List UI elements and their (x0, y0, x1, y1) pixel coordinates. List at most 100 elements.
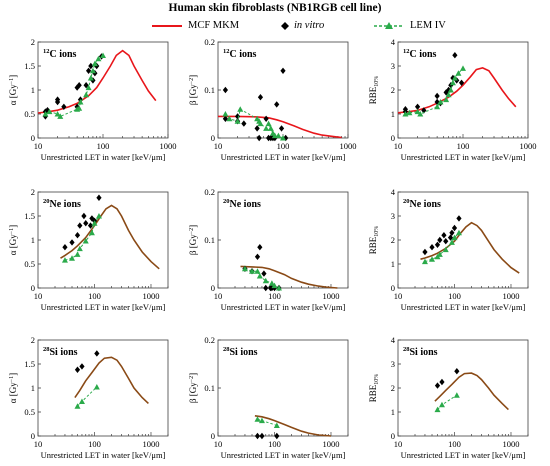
in-vitro-point (87, 222, 94, 229)
in-vitro-point (283, 134, 289, 142)
lem-iv-point (89, 67, 96, 74)
y-tick-label: 0 (211, 431, 215, 441)
x-tick-label: 10 (394, 439, 403, 449)
y-tick-label: 0 (31, 133, 35, 143)
lem-iv-point (436, 251, 443, 257)
in-vitro-point (263, 284, 269, 292)
lem-iv-point (271, 282, 278, 289)
x-axis-label: Unrestricted LET in water [keV/μm] (41, 152, 166, 162)
y-tick-label: 0 (31, 431, 35, 441)
y-tick-label: 1 (31, 383, 35, 393)
lem-iv-point (442, 246, 449, 253)
y-tick-label: 1.5 (24, 359, 35, 369)
lem-iv-point (46, 108, 53, 115)
in-vitro-point (83, 220, 89, 227)
lem-iv-point (434, 103, 441, 110)
lem-iv-point (257, 120, 264, 127)
y-tick-label: 3 (391, 359, 395, 369)
y-tick-label: 2 (31, 37, 35, 47)
lem-iv-point (451, 234, 458, 241)
y-tick-label: 0 (391, 133, 395, 143)
lem-iv-point (76, 245, 83, 252)
in-vitro-point (241, 120, 247, 127)
x-tick-label: 1000 (142, 439, 159, 449)
lem-iv-point (443, 96, 450, 103)
ion-label: 12C ions (403, 48, 437, 60)
ion-label: 20Ne ions (403, 198, 441, 210)
y-tick-label: 0.5 (24, 109, 35, 119)
y-tick-label: 0 (211, 133, 215, 143)
x-tick-label: 10 (214, 439, 223, 449)
lem-iv-point (88, 229, 95, 236)
in-vitro-point (74, 232, 81, 239)
ion-label: 28Si ions (223, 346, 258, 358)
in-vitro-point (437, 236, 443, 244)
y-tick-label: 0 (391, 283, 395, 293)
lem-iv-point (100, 52, 106, 58)
in-vitro-point (222, 86, 229, 94)
y-tick-label: 0.2 (204, 335, 215, 345)
in-vitro-point (443, 89, 449, 96)
x-axis-label: Unrestricted LET in water [keV/μm] (221, 302, 346, 312)
x-tick-label: 100 (88, 439, 101, 449)
legend-label-mcf-mkm: MCF MKM (188, 20, 240, 31)
in-vitro-point (257, 94, 264, 101)
lem-iv-point (460, 65, 466, 71)
x-tick-label: 100 (88, 291, 101, 301)
x-tick-label: 1000 (160, 141, 177, 151)
in-vitro-point (434, 92, 440, 100)
lem-iv-point (42, 111, 49, 117)
mcf-mkm-curve (434, 372, 509, 411)
x-axis-label: Unrestricted LET in water [keV/μm] (221, 152, 346, 162)
in-vitro-point (254, 432, 261, 440)
x-tick-label: 1000 (340, 141, 357, 151)
legend-label-lem-iv: LEM IV (410, 20, 446, 31)
in-vitro-point (441, 232, 447, 239)
in-vitro-point (254, 125, 260, 132)
in-vitro-point (439, 378, 445, 386)
mcf-mkm-curve (420, 221, 520, 274)
y-tick-label: 0 (31, 283, 35, 293)
in-vitro-point (447, 234, 454, 241)
in-vitro-point (234, 113, 241, 120)
lem-iv-point (241, 265, 248, 272)
in-vitro-point (274, 101, 280, 108)
lem-iv-point (83, 91, 90, 98)
lem-iv-point (74, 403, 81, 409)
in-vitro-point (421, 107, 427, 114)
x-axis-label: Unrestricted LET in water [keV/μm] (41, 450, 166, 460)
in-vitro-point (222, 115, 229, 122)
in-vitro-point (274, 432, 280, 440)
in-vitro-point (81, 212, 87, 220)
x-tick-label: 100 (457, 141, 470, 151)
lem-iv-point (226, 115, 233, 122)
ion-label: 20Ne ions (43, 198, 81, 210)
x-axis-label: Unrestricted LET in water [keV/μm] (401, 152, 526, 162)
y-tick-label: 0.2 (204, 187, 215, 197)
in-vitro-point (456, 215, 462, 222)
in-vitro-point (76, 82, 82, 89)
lem-iv-point (280, 135, 286, 141)
x-tick-label: 100 (268, 439, 281, 449)
in-vitro-point (278, 125, 285, 132)
lem-iv-point (85, 84, 92, 91)
in-vitro-point (256, 134, 262, 142)
y-tick-label: 0.1 (204, 235, 215, 245)
in-vitro-point (77, 222, 83, 229)
in-vitro-point (85, 67, 92, 74)
figure-title: Human skin fibroblasts (NB1RGB cell line… (168, 2, 382, 14)
lem-iv-point (406, 109, 413, 116)
mcf-mkm-curve (60, 204, 160, 270)
in-vitro-point (61, 103, 67, 110)
y-tick-label: 2 (31, 187, 35, 197)
legend-label-in-vitro: in vitro (294, 20, 325, 31)
lem-iv-point (265, 120, 272, 127)
in-vitro-point (96, 194, 102, 201)
y-axis-label: RBE10% (368, 76, 380, 105)
